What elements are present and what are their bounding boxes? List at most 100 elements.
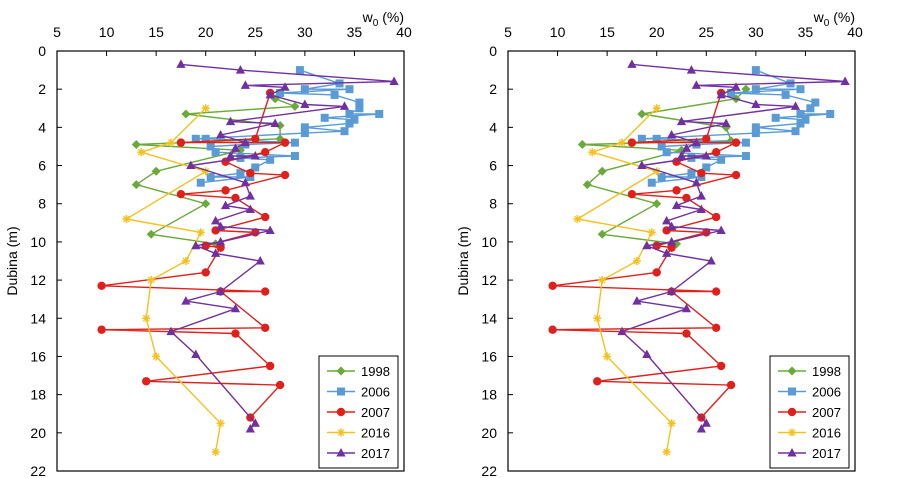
chart2-x-tick-label: 5 (504, 24, 512, 40)
chart2-point-2006 (796, 85, 805, 94)
chart1-point-1998 (131, 180, 141, 190)
chart2-point-2007 (712, 323, 721, 333)
chart2-point-2017 (731, 82, 741, 91)
chart2-legend-marker-2007 (787, 407, 797, 417)
chart2-point-2017 (696, 424, 706, 433)
chart1-x-tick-label: 40 (396, 24, 412, 40)
chart1-point-2016 (201, 104, 210, 113)
chart1-point-2006 (206, 142, 215, 151)
chart1-x-tick-label: 10 (99, 24, 115, 40)
chart2-y-tick-label: 18 (481, 387, 497, 403)
chart2-legend-marker-2017 (787, 448, 797, 457)
chart1-point-2017 (255, 256, 265, 265)
chart1-point-2006 (211, 148, 220, 157)
chart-left: 5 10 15 20 25 30 35 40 0 2 4 6 8 10 12 14 16 18 20 22 w0 (%)… (4, 9, 412, 478)
chart2-plot-frame (507, 50, 856, 472)
chart1-y-tick-label: 14 (30, 310, 46, 326)
chart2-point-2007 (712, 212, 721, 222)
chart2-point-1998 (672, 239, 682, 249)
chart2-point-2017 (627, 59, 637, 68)
chart2-point-1998 (597, 229, 607, 239)
chart2-legend-label-2006: 2006 (812, 385, 841, 400)
chart1-plot-frame (56, 50, 405, 472)
chart2-y-tick-label: 20 (481, 425, 497, 441)
chart1-point-2017 (215, 130, 226, 139)
chart2-y-tick-label: 2 (489, 81, 497, 97)
chart1-y-tick-label: 12 (30, 272, 46, 288)
chart1-point-2007 (97, 281, 106, 291)
chart2-point-2017 (662, 248, 672, 257)
chart2-legend-label-2007: 2007 (812, 405, 841, 420)
chart2-y-tick-label: 12 (481, 272, 497, 288)
chart2-y-tick-label: 4 (489, 119, 497, 135)
chart1-legend-label-1998: 1998 (361, 364, 390, 379)
chart2-series-2017 (617, 59, 850, 433)
chart1-point-2017 (265, 225, 275, 234)
chart1-point-2016 (196, 228, 205, 237)
chart2-series-2006 (637, 66, 835, 187)
chart2-point-2006 (662, 148, 671, 157)
chart2-point-2006 (751, 123, 760, 132)
chart1-y-tick-label: 22 (30, 463, 46, 478)
chart2-point-2016 (603, 352, 612, 361)
chart1-point-2016 (216, 419, 225, 428)
chart1-y-tick-label: 2 (38, 81, 46, 97)
chart2-point-2016 (593, 314, 602, 323)
chart2-point-2007 (731, 138, 741, 147)
chart1-point-2017 (211, 248, 221, 257)
chart1-point-2017 (191, 349, 201, 359)
chart2-x-tick-label: 40 (847, 24, 863, 40)
chart1-point-2007 (216, 243, 225, 252)
chart1-point-2006 (300, 129, 309, 138)
chart1-point-2006 (355, 104, 364, 113)
chart1-legend-label-2006: 2006 (361, 385, 390, 400)
chart2-point-2017 (671, 200, 682, 210)
chart1-y-tick-label: 4 (38, 119, 46, 135)
chart1-legend-marker-1998 (336, 366, 346, 376)
chart1-point-2016 (122, 215, 131, 223)
chart1-point-2017 (245, 191, 255, 200)
chart2-point-2006 (801, 115, 810, 124)
chart1-point-2017 (280, 82, 290, 91)
chart1-x-tick-label: 35 (347, 24, 363, 40)
chart1-point-2007 (231, 193, 240, 203)
chart2-series-2016 (573, 104, 676, 456)
chart1-point-2007 (261, 147, 270, 157)
chart2-y-tick-label: 8 (489, 196, 497, 212)
chart1-point-2006 (295, 66, 304, 75)
chart2-point-2017 (637, 160, 647, 170)
chart2-y-axis-title: Dubina (m) (455, 226, 471, 295)
chart2-point-2007 (627, 189, 637, 199)
chart2-point-2007 (731, 170, 741, 180)
chart1-legend-label-2017: 2017 (361, 446, 390, 461)
chart1-point-2017 (211, 215, 221, 225)
chart1-point-2017 (215, 286, 226, 296)
chart2-point-2006 (657, 142, 666, 151)
chart1-y-tick-label: 6 (38, 158, 46, 174)
chart2-point-2017 (706, 256, 716, 265)
chart1-point-2017 (300, 99, 310, 108)
chart2-point-2017 (716, 225, 726, 234)
chart1-x-tick-label: 15 (148, 24, 164, 40)
chart2-point-2007 (682, 329, 691, 338)
chart1-point-1998 (275, 120, 285, 130)
chart1-point-2016 (137, 148, 146, 157)
chart2-point-1998 (582, 180, 592, 190)
chart2-point-2017 (701, 418, 711, 427)
chart1-point-2006 (276, 89, 285, 97)
chart2-legend-marker-2006 (788, 387, 796, 396)
chart2-point-1998 (652, 199, 662, 209)
chart1-point-2017 (191, 240, 201, 250)
chart1-legend-marker-2006 (337, 387, 345, 396)
chart1-y-tick-label: 16 (30, 348, 46, 364)
chart2-y-tick-label: 16 (481, 348, 497, 364)
chart1-legend-marker-2017 (336, 448, 346, 457)
chart1-point-2017 (225, 151, 236, 160)
chart2-point-2017 (666, 286, 677, 296)
chart2-point-2007 (697, 168, 706, 178)
chart2-point-2017 (666, 236, 677, 246)
chart1-x-tick-label: 5 (53, 24, 61, 40)
chart2-series-line-2016 (575, 107, 673, 453)
chart1-point-1998 (181, 109, 191, 119)
chart1-point-2007 (265, 361, 275, 371)
